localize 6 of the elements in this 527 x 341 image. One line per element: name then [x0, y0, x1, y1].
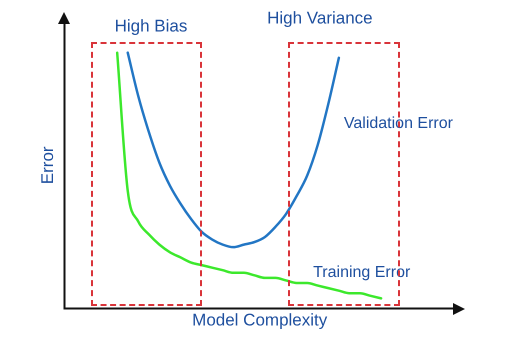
series-label: Validation Error: [344, 115, 454, 132]
x-axis-title: Model Complexity: [192, 310, 328, 330]
y-axis-title: Error: [38, 146, 57, 184]
text: High Variance: [267, 8, 373, 28]
text: High Bias: [114, 16, 188, 36]
series-label: Training Error: [313, 264, 411, 281]
